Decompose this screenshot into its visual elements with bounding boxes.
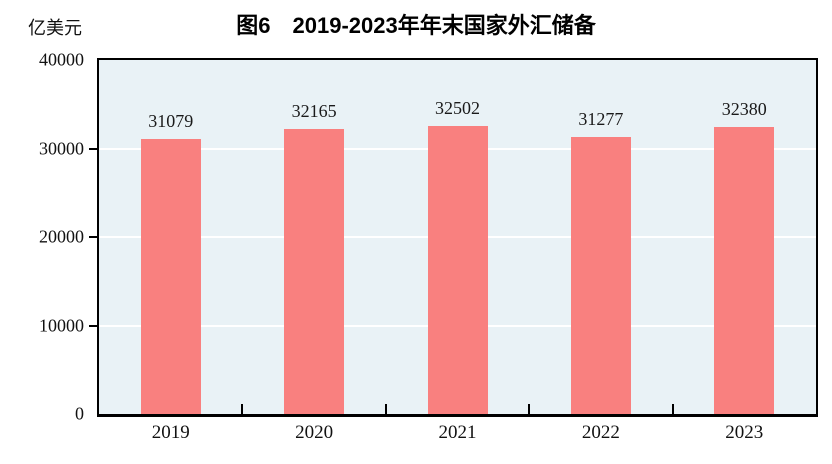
x-axis-label-2021: 2021 [438,422,477,443]
y-axis-tick-label-40000: 40000 [39,49,84,70]
bar-2022 [570,137,631,414]
x-axis-tick [384,404,387,414]
bar-value-label-2021: 32502 [435,98,480,119]
y-axis-tick [89,324,97,327]
bar-2021 [427,126,488,414]
chart-title: 图6 2019-2023年年末国家外汇储备 [236,13,596,38]
y-axis-tick-labels: 0 10000 20000 30000 40000 [0,50,84,424]
x-axis-label-2023: 2023 [725,422,764,443]
bar-value-label-2020: 32165 [291,101,337,122]
bar-value-label-2022: 31277 [578,109,624,130]
bar-2023 [714,127,775,414]
x-axis-label-2022: 2022 [581,422,620,443]
bar-2019 [140,138,201,414]
plot-area: 31079 32165 32502 31277 32380 [97,58,818,417]
y-axis-tick-label-0: 0 [75,403,84,424]
x-axis-tick [671,404,674,414]
bar-value-label-2019: 31079 [148,110,194,131]
x-axis-tick [528,404,531,414]
bar-value-label-2023: 32380 [721,99,767,120]
x-axis-label-2019: 2019 [151,422,190,443]
y-axis-tick-label-20000: 20000 [39,226,84,247]
y-axis-tick-label-30000: 30000 [39,138,84,158]
y-axis-unit-label: 亿美元 [28,18,82,38]
y-axis-tick-label-10000: 10000 [39,315,84,335]
y-axis-tick [89,236,97,238]
y-axis-tick [89,147,97,150]
bar-2020 [284,129,345,414]
x-axis-tick-labels: 2019 2020 2021 2022 2023 [99,422,816,452]
x-axis-tick [241,404,244,414]
x-axis-label-2020: 2020 [295,422,334,443]
